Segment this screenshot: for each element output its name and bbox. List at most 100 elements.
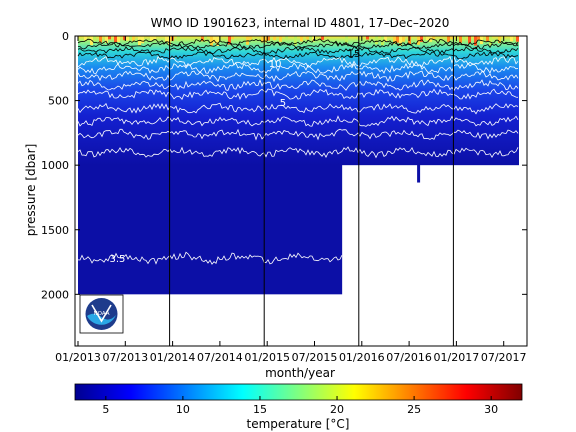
surface-cell <box>84 36 87 41</box>
isotherm-4 <box>77 146 519 159</box>
x-tick-label: 07/2016 <box>386 351 432 364</box>
surface-cell <box>477 36 480 40</box>
surface-cell <box>126 36 129 41</box>
isotherm-3.5 <box>77 251 343 265</box>
surface-cell <box>462 36 465 41</box>
surface-cell <box>261 36 264 43</box>
surface-cell <box>117 36 120 42</box>
surface-cell <box>432 36 435 40</box>
surface-cell <box>306 36 309 40</box>
surface-cell <box>450 36 453 40</box>
surface-cell <box>300 36 303 42</box>
surface-cell <box>273 36 276 41</box>
y-tick-label: 1500 <box>41 224 69 237</box>
surface-cell <box>150 36 153 41</box>
surface-cell <box>366 36 369 40</box>
surface-cell <box>402 36 405 42</box>
surface-cell <box>375 36 378 45</box>
surface-cell <box>105 36 108 43</box>
surface-cell <box>249 36 252 40</box>
colorbar-tick-label: 30 <box>484 403 498 416</box>
surface-cell <box>114 36 117 43</box>
surface-cell <box>474 36 477 46</box>
surface-cell <box>228 36 231 45</box>
surface-cell <box>141 36 144 44</box>
surface-cell <box>153 36 156 40</box>
surface-cell <box>231 36 234 40</box>
contour-label: 15 <box>348 49 361 60</box>
colorbar-label: temperature [°C] <box>247 417 350 431</box>
y-axis-label: pressure [dbar] <box>24 144 38 237</box>
isotherm-14 <box>77 51 519 60</box>
upper-profile-field <box>78 36 519 166</box>
x-tick-label: 07/2017 <box>481 351 527 364</box>
surface-cell <box>396 36 399 43</box>
surface-cell <box>426 36 429 41</box>
x-tick-label: 07/2015 <box>292 351 338 364</box>
surface-cell <box>345 36 348 43</box>
surface-cell <box>93 36 96 41</box>
isotherm-12 <box>77 55 519 68</box>
isotherm-6 <box>77 102 519 115</box>
isotherm-20 <box>77 38 519 47</box>
noaa-logo: NOAA <box>79 294 124 334</box>
x-tick-label: 01/2017 <box>434 351 480 364</box>
surface-cell <box>447 36 450 42</box>
colorbar <box>74 383 523 401</box>
isotherm-5 <box>77 115 519 127</box>
colorbar-tick-label: 20 <box>330 403 344 416</box>
plot-area: 15 10 5 3.5 <box>77 36 519 346</box>
surface-cell <box>393 36 396 44</box>
surface-cell <box>123 36 126 41</box>
x-tick-label: 01/2014 <box>150 351 196 364</box>
surface-cell <box>213 36 216 44</box>
isotherm-10 <box>77 62 519 74</box>
surface-cell <box>246 36 249 45</box>
x-tick-label: 07/2013 <box>102 351 148 364</box>
surface-cell <box>216 36 219 46</box>
surface-cell <box>279 36 282 42</box>
isotherm-18 <box>78 41 519 50</box>
surface-cell <box>459 36 462 43</box>
surface-cell <box>210 36 213 46</box>
contour-label: 10 <box>269 59 282 70</box>
y-tick-label: 1000 <box>41 159 69 172</box>
isotherm-16 <box>77 46 519 55</box>
plot-frame <box>74 35 528 347</box>
colorbar-tick-label: 15 <box>253 403 267 416</box>
surface-cell <box>381 36 384 46</box>
y-tick-label: 500 <box>48 95 69 108</box>
surface-cell <box>99 36 102 43</box>
colorbar-tick-label: 10 <box>176 403 190 416</box>
isotherm-4.5 <box>77 128 519 141</box>
surface-cell <box>129 36 132 41</box>
surface-cell <box>498 36 501 44</box>
surface-cell <box>177 36 180 41</box>
surface-cell <box>285 36 288 40</box>
y-tick-label: 0 <box>62 30 69 43</box>
x-tick-label: 01/2013 <box>55 351 101 364</box>
contour-label: 5 <box>280 98 286 109</box>
surface-cell <box>399 36 402 46</box>
year-divider-lines <box>169 36 454 346</box>
y-tick-label: 2000 <box>41 288 69 301</box>
surface-cell <box>294 36 297 46</box>
y-axis: 0 500 1000 1500 2000 <box>41 30 527 301</box>
isotherm-8 <box>77 79 519 92</box>
isotherm-7 <box>77 88 519 101</box>
logo-text: NOAA <box>93 311 109 317</box>
surface-cell <box>468 36 471 44</box>
surface-cell <box>516 36 519 42</box>
surface-cell <box>480 36 483 45</box>
surface-cell <box>165 36 168 43</box>
surface-cell <box>132 36 135 42</box>
x-tick-label: 01/2016 <box>339 351 385 364</box>
surface-cell <box>312 36 315 42</box>
surface-cell <box>489 36 492 46</box>
colorbar-ticks: 5 10 15 20 25 30 <box>102 396 498 416</box>
surface-cell <box>420 36 423 42</box>
x-tick-label: 01/2015 <box>244 351 290 364</box>
surface-cell <box>108 36 111 40</box>
isotherm-9 <box>77 70 519 83</box>
surface-cell <box>309 36 312 40</box>
